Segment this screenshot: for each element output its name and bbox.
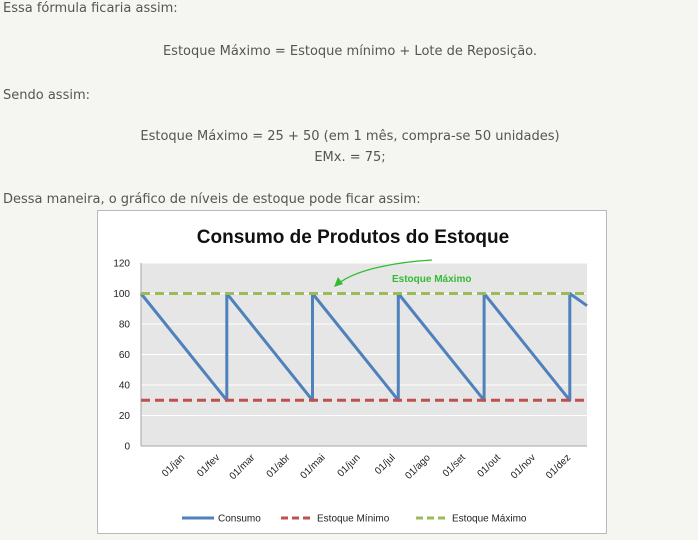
annotation-label: Estoque Máximo (392, 274, 471, 285)
legend-label: Estoque Máximo (452, 514, 527, 525)
y-tick-label: 0 (124, 442, 130, 453)
chart-title: Consumo de Produtos do Estoque (197, 227, 509, 248)
x-tick-label: 01/jul (373, 452, 398, 477)
transition-paragraph: Sendo assim: (3, 88, 90, 103)
legend-label: Consumo (218, 514, 261, 525)
legend-label: Estoque Mínimo (317, 514, 390, 525)
series-line-consumo (139, 292, 588, 402)
formula-max-stock: Estoque Máximo = Estoque mínimo + Lote d… (162, 44, 538, 59)
y-tick-label: 100 (113, 289, 130, 300)
x-tick-label: 01/abr (265, 452, 293, 480)
x-tick-label: 01/ago (403, 452, 433, 482)
annotation-arrow (337, 259, 433, 285)
formula-result: EMx. = 75; (314, 150, 386, 165)
y-tick-label: 120 (113, 259, 130, 270)
y-tick-label: 20 (119, 411, 131, 422)
x-tick-label: 01/jun (336, 452, 363, 479)
stock-chart: Consumo de Produtos do Estoque 0 20 40 60 80… (97, 210, 607, 534)
x-tick-label: 01/set (441, 452, 468, 479)
x-tick-label: 01/jan (160, 452, 187, 479)
y-tick-label: 40 (119, 381, 131, 392)
y-tick-label: 60 (119, 350, 131, 361)
x-tick-label: 01/mar (228, 452, 258, 482)
x-tick-label: 01/out (476, 452, 504, 480)
intro-paragraph: Essa fórmula ficaria assim: (3, 1, 178, 16)
x-tick-label: 01/dez (544, 452, 573, 481)
stock-chart-svg: Consumo de Produtos do Estoque 0 20 40 60 80… (113, 227, 588, 525)
y-tick-label: 80 (119, 320, 131, 331)
x-tick-label: 01/nov (509, 452, 538, 481)
formula-calculation: Estoque Máximo = 25 + 50 (em 1 mês, comp… (140, 129, 560, 144)
x-tick-label: 01/mai (299, 452, 328, 481)
annotation-arrowhead (334, 277, 343, 287)
x-tick-label: 01/fev (195, 452, 222, 479)
chart-intro-paragraph: Dessa maneira, o gráfico de níveis de es… (3, 192, 421, 207)
